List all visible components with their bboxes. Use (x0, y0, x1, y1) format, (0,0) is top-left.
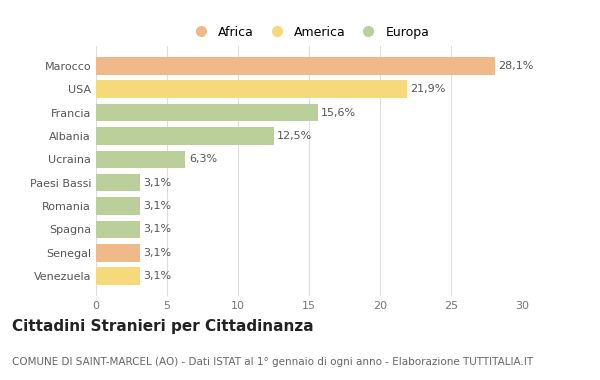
Text: 15,6%: 15,6% (321, 108, 356, 117)
Bar (96, 244, 140, 261)
Text: 3,1%: 3,1% (143, 201, 172, 211)
Bar (96, 150, 185, 168)
Bar (96, 174, 140, 192)
Text: 3,1%: 3,1% (143, 178, 172, 188)
Text: 21,9%: 21,9% (410, 84, 446, 94)
Bar (96, 268, 140, 285)
Text: 28,1%: 28,1% (499, 61, 534, 71)
Text: Cittadini Stranieri per Cittadinanza: Cittadini Stranieri per Cittadinanza (12, 318, 314, 334)
Text: 3,1%: 3,1% (143, 271, 172, 281)
Bar (96, 81, 407, 98)
Bar (96, 221, 140, 238)
Text: 3,1%: 3,1% (143, 248, 172, 258)
Text: 12,5%: 12,5% (277, 131, 312, 141)
Text: 3,1%: 3,1% (143, 225, 172, 234)
Text: 6,3%: 6,3% (189, 154, 217, 164)
Legend: Africa, America, Europa: Africa, America, Europa (185, 22, 433, 42)
Bar (96, 127, 274, 145)
Bar (96, 57, 495, 74)
Text: COMUNE DI SAINT-MARCEL (AO) - Dati ISTAT al 1° gennaio di ogni anno - Elaborazio: COMUNE DI SAINT-MARCEL (AO) - Dati ISTAT… (12, 357, 533, 367)
Bar (96, 197, 140, 215)
Bar (96, 104, 317, 121)
